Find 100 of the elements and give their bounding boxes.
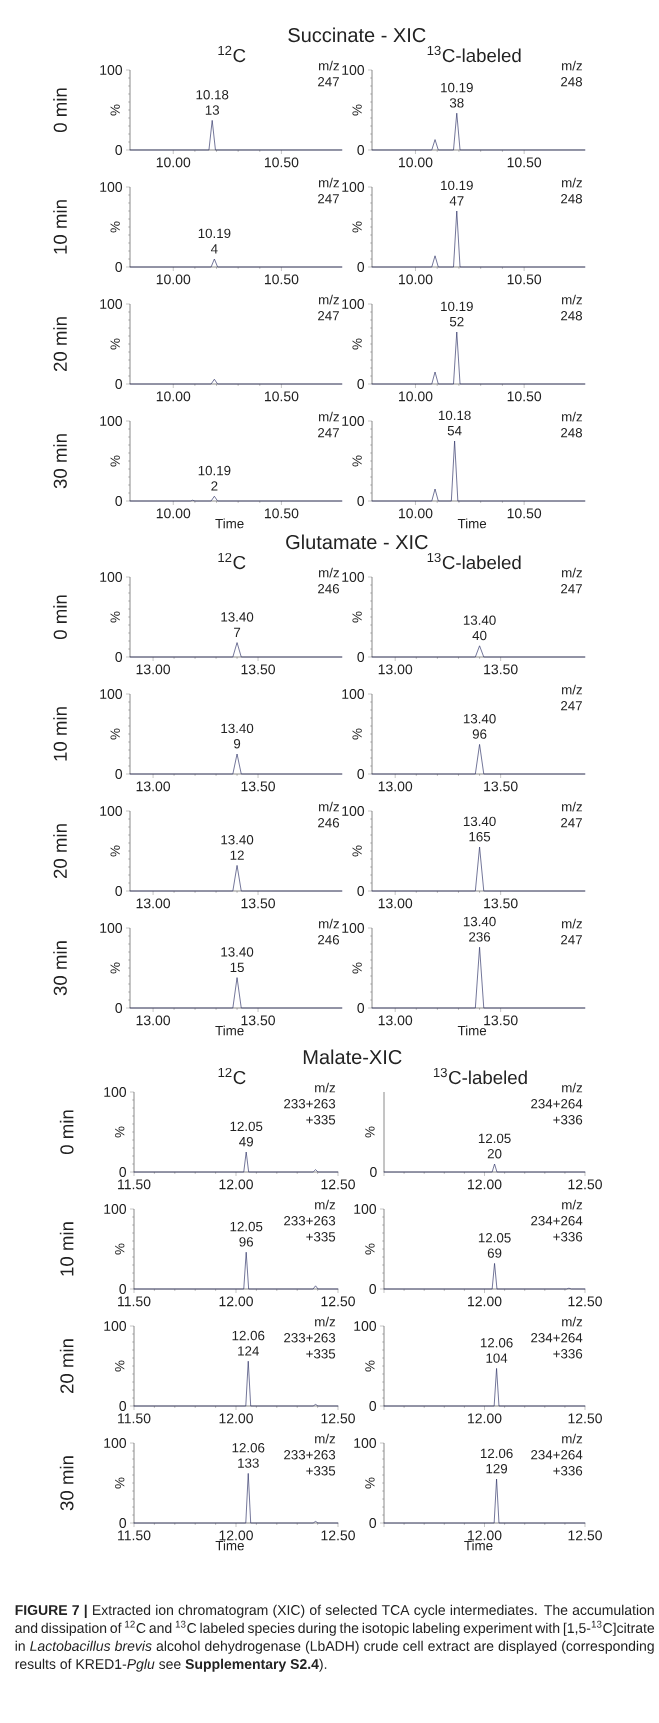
annotation: 15 <box>230 962 244 973</box>
chart-subtitle: $^{13}$C-labeled <box>433 1067 527 1085</box>
annotation: 165 <box>469 831 491 842</box>
annotation: 12.06 <box>480 1448 513 1459</box>
annotation: 7 <box>233 627 241 638</box>
annotation: 96 <box>472 729 487 739</box>
annotation: 12.06 <box>480 1338 513 1348</box>
y-axis-title: % <box>114 1243 125 1255</box>
x-tick-label: 12.00 <box>219 1530 253 1541</box>
annotation: 247 <box>317 428 339 438</box>
x-tick-label: 10.50 <box>507 508 542 519</box>
text: +336 <box>553 1115 583 1125</box>
annotation: 13.40 <box>463 816 496 827</box>
annotation: 248 <box>560 77 582 87</box>
y-axis-title: % <box>110 221 120 233</box>
text: 0 min <box>53 88 67 133</box>
x-tick-label: 13.00 <box>136 781 170 792</box>
y-axis-title: % <box>352 611 362 623</box>
y-tick-label: 100 <box>104 1204 126 1214</box>
chart-title: Malate-XIC <box>303 1049 402 1065</box>
y-tick-label: 0 <box>357 1003 364 1013</box>
y-axis-title: % <box>352 728 362 740</box>
y-axis-title: % <box>114 1477 125 1489</box>
y-tick-label: 0 <box>115 262 122 272</box>
text: m/z <box>562 1082 582 1093</box>
annotation: 13.40 <box>221 835 254 845</box>
y-axis-title: % <box>352 845 362 857</box>
x-tick-label: 13.50 <box>484 1015 518 1026</box>
text: 20 min <box>53 824 67 879</box>
y-tick-label: 100 <box>354 1438 376 1448</box>
y-tick-label: 100 <box>342 416 364 426</box>
x-tick-label: 13.50 <box>484 664 518 675</box>
text: 20 min <box>53 317 67 372</box>
y-axis-title: % <box>110 455 120 467</box>
y-tick-label: 0 <box>357 145 364 155</box>
x-tick-label: 11.50 <box>117 1530 151 1541</box>
y-tick-label: 0 <box>357 886 364 896</box>
annotation: 40 <box>472 630 487 641</box>
annotation: 124 <box>238 1346 259 1356</box>
annotation: +336 <box>553 1349 583 1359</box>
annotation: 248 <box>560 311 582 321</box>
annotation: m/z <box>561 567 582 578</box>
annotation: m/z <box>318 60 339 71</box>
x-tick-label: 10.00 <box>398 157 433 168</box>
y-tick-label: 0 <box>357 379 364 389</box>
annotation: m/z <box>318 294 339 305</box>
annotation: 12.06 <box>232 1443 265 1453</box>
x-tick-label: 10.00 <box>156 274 191 285</box>
annotation: +335 <box>306 1115 336 1125</box>
text: 0 min <box>59 1110 74 1155</box>
x-tick-label: 12.00 <box>467 1413 502 1424</box>
annotation: m/z <box>562 1433 582 1444</box>
annotation: 2 <box>211 481 218 491</box>
text: 234+264 <box>531 1099 583 1109</box>
annotation: 10.18 <box>196 90 229 100</box>
annotation: +335 <box>306 1466 336 1476</box>
x-axis-title: Time <box>457 1025 487 1036</box>
annotation: 52 <box>449 316 464 327</box>
y-tick-label: 100 <box>342 689 364 699</box>
y-tick-label: 100 <box>100 923 122 933</box>
annotation: 38 <box>449 98 464 108</box>
text: FIGURE 7 | Extracted ion chromatogram (XIC) of selected TCA cycle intermediates. The accumulation and dissipation of $^{12}$C and $^{13}$C labeled species during the isotopic labeling experiment with [1,5-$^{13}$C]citrate in Lactobacillus brevis alcohol dehydrogenase (LbADH) crude cell extract are displayed (corresponding results of KRED1-Pglu see Supplementary S2.4). <box>15 1604 654 1672</box>
annotation: 233+263 <box>284 1099 336 1109</box>
annotation: 10.19 <box>198 465 231 476</box>
annotation: +335 <box>306 1232 336 1242</box>
y-tick-label: 100 <box>100 416 122 426</box>
chart-subtitle: $^{12}$C <box>218 1067 246 1085</box>
x-tick-label: 13.00 <box>378 781 413 792</box>
y-tick-label: 100 <box>104 1438 126 1448</box>
y-axis-title: % <box>110 845 120 857</box>
annotation: 233+263 <box>284 1450 336 1460</box>
x-axis-title: Time <box>215 518 244 529</box>
annotation: 12.05 <box>478 1233 511 1243</box>
x-tick-label: 11.50 <box>117 1413 151 1424</box>
annotation: m/z <box>561 801 582 812</box>
x-tick-label: 12.50 <box>568 1179 602 1190</box>
annotation: m/z <box>318 177 339 188</box>
x-tick-label: 10.50 <box>264 508 299 519</box>
y-tick-label: 100 <box>100 299 122 309</box>
text: 30 min <box>59 1456 74 1511</box>
y-tick-label: 100 <box>100 806 122 816</box>
x-tick-label: 10.50 <box>264 391 299 402</box>
y-axis-title: % <box>352 338 362 350</box>
y-axis-title: % <box>352 962 362 974</box>
y-tick-label: 0 <box>115 145 122 155</box>
annotation: m/z <box>561 177 582 188</box>
annotation: 96 <box>239 1237 253 1247</box>
chart-title: Glutamate - XIC <box>286 534 428 550</box>
x-tick-label: 10.00 <box>156 391 191 402</box>
annotation: 104 <box>486 1353 508 1363</box>
x-tick-label: 10.50 <box>507 157 542 168</box>
x-tick-label: 13.00 <box>378 1015 413 1026</box>
y-tick-label: 0 <box>115 886 122 896</box>
annotation: 4 <box>210 244 218 254</box>
x-tick-label: 13.00 <box>378 898 413 909</box>
y-tick-label: 100 <box>342 806 364 816</box>
annotation: m/z <box>561 60 582 71</box>
y-axis-title: % <box>110 962 120 974</box>
x-tick-label: 10.00 <box>156 157 191 168</box>
annotation: 49 <box>239 1136 253 1147</box>
